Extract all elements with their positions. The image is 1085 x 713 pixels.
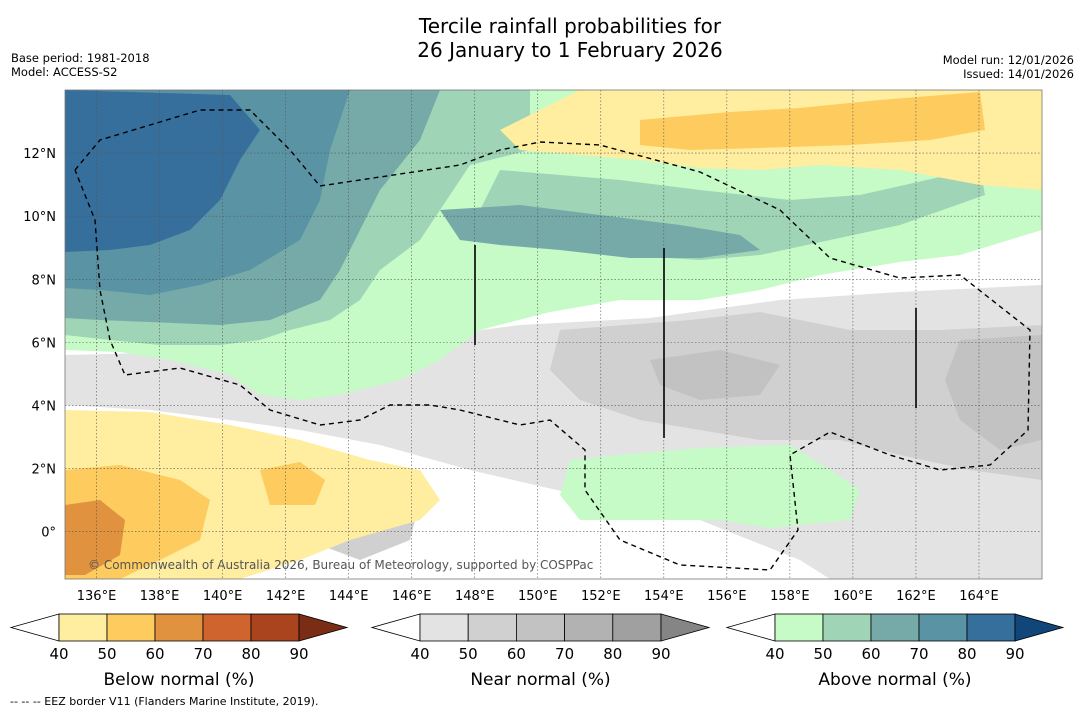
- colorbar-right-extension: [1014, 613, 1065, 642]
- colorbar-above-normal: 40 50 60 70 80 90 Above normal (%): [725, 613, 1065, 690]
- chart-title: Tercile rainfall probabilities for 26 Ja…: [0, 14, 1085, 62]
- x-tick-label: 148°E: [455, 589, 495, 604]
- colorbar-tick-label: 80: [957, 645, 976, 663]
- near-normal-60: [650, 350, 780, 400]
- colorbar-title: Below normal (%): [104, 670, 255, 690]
- x-tick-label: 164°E: [959, 589, 999, 604]
- x-tick-label: 146°E: [392, 589, 432, 604]
- near-normal-60-east: [945, 335, 1042, 450]
- eez-border-west: [74, 109, 1031, 571]
- colorbar-tick-label: 40: [765, 645, 784, 663]
- colorbar-left-extension: [725, 613, 776, 642]
- colorbar-tick-label: 60: [145, 645, 164, 663]
- x-tick-label: 144°E: [329, 589, 369, 604]
- above-normal-80: [65, 90, 260, 252]
- colorbar-bin: [612, 613, 662, 642]
- y-tick-label: 12°N: [23, 147, 56, 162]
- meta-right: Model run: 12/01/2026 Issued: 14/01/2026: [943, 53, 1074, 81]
- colorbar-bin: [966, 613, 1016, 642]
- below-normal-50-north: [640, 92, 985, 150]
- colorbar-bin: [419, 613, 469, 642]
- colorbar-tick-label: 90: [651, 645, 670, 663]
- colorbar-tick-label: 40: [49, 645, 68, 663]
- colorbar-bin: [106, 613, 156, 642]
- model-name: Model: ACCESS-S2: [11, 65, 118, 79]
- below-normal-50-patch: [260, 462, 325, 505]
- y-tick-label: 10°N: [23, 210, 56, 225]
- colorbar-tick-label: 50: [459, 645, 478, 663]
- colorbar-bin: [467, 613, 517, 642]
- colorbar-right-extension: [660, 613, 711, 642]
- near-normal-50: [550, 312, 1042, 480]
- colorbar-tick-label: 50: [813, 645, 832, 663]
- colorbar-right-extension: [298, 613, 349, 642]
- colorbar-tick-label: 60: [861, 645, 880, 663]
- meta-left: Base period: 1981-2018 Model: ACCESS-S2: [11, 51, 150, 79]
- colorbar-near-normal: 40 50 60 70 80 90 Near normal (%): [370, 613, 711, 690]
- colorbar-title: Near normal (%): [470, 670, 610, 690]
- probability-field: [65, 90, 1042, 579]
- base-period: Base period: 1981-2018: [11, 51, 150, 65]
- below-normal-50-corner: [65, 500, 125, 575]
- x-tick-label: 160°E: [833, 589, 873, 604]
- colorbar-bin: [154, 613, 204, 642]
- issued-date: Issued: 14/01/2026: [963, 67, 1074, 81]
- gridlines: [65, 90, 1042, 579]
- colorbar-tick-label: 80: [241, 645, 260, 663]
- y-tick-label: 2°N: [32, 463, 57, 478]
- colorbar-tick-label: 40: [410, 645, 429, 663]
- above-normal-40-south: [560, 445, 860, 528]
- copyright-notice: © Commonwealth of Australia 2026, Bureau…: [88, 558, 593, 572]
- colorbar-bin: [58, 613, 108, 642]
- x-tick-label: 156°E: [707, 589, 747, 604]
- y-axis-tick-labels: 0° 2°N 4°N 6°N 8°N 10°N 12°N: [23, 147, 56, 541]
- model-run: Model run: 12/01/2026: [942, 53, 1074, 67]
- colorbar-bin: [822, 613, 872, 642]
- colorbar-bin: [774, 613, 824, 642]
- x-tick-label: 138°E: [140, 589, 180, 604]
- colorbar-left-extension: [370, 613, 421, 642]
- colorbar-left-extension: [9, 613, 60, 642]
- colorbar-legends: 40 50 60 70 80 90 Below normal (%) 40 50 60 70 80 90…: [9, 613, 1065, 690]
- colorbar-tick-label: 80: [603, 645, 622, 663]
- colorbar-bin: [250, 613, 300, 642]
- x-tick-label: 142°E: [266, 589, 306, 604]
- colorbar-bin: [516, 613, 566, 642]
- colorbar-tick-label: 90: [289, 645, 308, 663]
- colorbar-below-normal: 40 50 60 70 80 90 Below normal (%): [9, 613, 349, 690]
- y-tick-label: 8°N: [32, 273, 57, 288]
- x-tick-label: 158°E: [770, 589, 810, 604]
- eez-footnote: -- -- -- EEZ border V11 (Flanders Marine…: [10, 695, 319, 708]
- x-tick-label: 140°E: [203, 589, 243, 604]
- colorbar-title: Above normal (%): [818, 670, 971, 690]
- colorbar-bin: [870, 613, 920, 642]
- x-tick-label: 162°E: [896, 589, 936, 604]
- title-line-2: 26 January to 1 February 2026: [417, 38, 723, 62]
- y-tick-label: 0°: [41, 526, 56, 541]
- x-axis-tick-labels: 136°E 138°E 140°E 142°E 144°E 146°E 148°E 150°E…: [77, 589, 999, 604]
- colorbar-tick-label: 70: [555, 645, 574, 663]
- y-tick-label: 4°N: [32, 399, 57, 414]
- colorbar-tick-label: 70: [909, 645, 928, 663]
- x-tick-label: 152°E: [581, 589, 621, 604]
- island-markers: [474, 245, 917, 438]
- above-normal-60-east: [440, 205, 760, 258]
- eez-borders: [74, 109, 1031, 571]
- plot-frame: [64, 89, 1043, 580]
- colorbar-tick-label: 60: [507, 645, 526, 663]
- x-tick-label: 136°E: [77, 589, 117, 604]
- colorbar-bin: [202, 613, 252, 642]
- colorbar-tick-label: 70: [193, 645, 212, 663]
- colorbar-bin: [564, 613, 614, 642]
- title-line-1: Tercile rainfall probabilities for: [418, 14, 722, 38]
- x-tick-label: 154°E: [644, 589, 684, 604]
- colorbar-bin: [918, 613, 968, 642]
- y-tick-label: 6°N: [32, 336, 57, 351]
- colorbar-tick-label: 90: [1005, 645, 1024, 663]
- x-tick-label: 150°E: [518, 589, 558, 604]
- colorbar-tick-label: 50: [97, 645, 116, 663]
